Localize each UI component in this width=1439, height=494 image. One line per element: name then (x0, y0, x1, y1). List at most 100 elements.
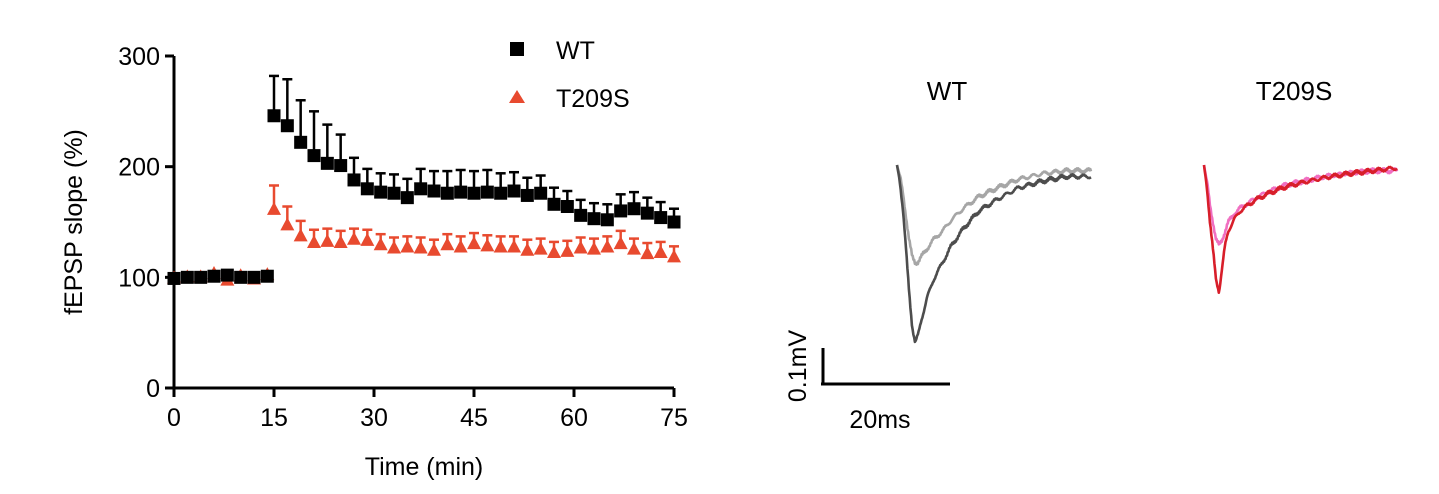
data-point (387, 186, 401, 200)
data-point (167, 271, 181, 285)
data-point (520, 188, 534, 202)
legend-marker-wt (510, 42, 524, 56)
scale-bar-y-label: 0.1mV (784, 330, 812, 403)
wt-traces-layer (895, 164, 1093, 344)
data-point (547, 197, 561, 211)
data-point (347, 231, 361, 245)
data-point (494, 186, 508, 200)
data-point (207, 269, 221, 283)
x-tick-label: 45 (460, 404, 488, 432)
scale-bar: 0.1mV 20ms (784, 330, 950, 434)
data-point (640, 246, 655, 260)
data-point (280, 217, 295, 231)
data-point (400, 191, 414, 205)
trace-t209s-post (1202, 164, 1398, 294)
data-point (307, 235, 321, 249)
x-axis: 0 15 30 45 60 75 (167, 386, 688, 432)
data-point (220, 268, 234, 282)
data-point (467, 186, 481, 200)
data-point (600, 239, 615, 253)
y-tick-label: 300 (118, 43, 160, 71)
data-point (467, 236, 481, 250)
data-point (194, 270, 208, 284)
t209s-traces-layer (1202, 164, 1399, 294)
y-ticks: 0 100 200 300 (118, 43, 174, 403)
data-point (293, 228, 308, 242)
series-t209s (167, 184, 681, 286)
t209s-traces-panel: T209S (1202, 76, 1399, 294)
y-tick-label: 100 (118, 264, 160, 292)
trace-t209s-baseline (1202, 164, 1399, 246)
data-point (533, 241, 548, 255)
data-point (520, 242, 535, 256)
data-point (374, 185, 388, 199)
trace-wt-baseline (895, 164, 1093, 266)
legend-label-t209s: T209S (556, 85, 630, 113)
data-point (320, 233, 335, 247)
x-axis-title: Time (min) (365, 453, 484, 481)
t209s-traces-title: T209S (1256, 76, 1333, 106)
data-point (267, 201, 281, 215)
data-point (400, 239, 415, 253)
data-point (180, 270, 194, 284)
data-point (480, 185, 494, 199)
data-point (600, 213, 614, 227)
series-layer (167, 74, 681, 286)
legend: WT T209S (509, 37, 630, 113)
data-point (587, 212, 601, 226)
data-point (507, 184, 521, 198)
data-point (294, 135, 308, 149)
data-point (260, 269, 274, 283)
data-point (627, 241, 641, 255)
x-tick-label: 15 (260, 404, 288, 432)
data-point (360, 182, 374, 196)
data-point (653, 244, 668, 258)
data-point (560, 200, 574, 214)
x-tick-label: 75 (660, 404, 688, 432)
data-point (493, 239, 508, 253)
data-point (247, 270, 261, 284)
data-point (440, 186, 454, 200)
wt-traces-panel: WT (895, 76, 1093, 344)
data-point (614, 204, 628, 218)
data-point (373, 237, 388, 251)
scale-bar-x-label: 20ms (849, 406, 910, 434)
data-point (587, 241, 601, 255)
data-point (560, 243, 575, 257)
data-point (507, 239, 521, 253)
data-point (480, 238, 495, 252)
data-point (640, 206, 654, 220)
data-point (627, 202, 641, 216)
data-point (427, 184, 441, 198)
data-point (333, 235, 348, 249)
data-point (574, 208, 588, 222)
fepsp-time-course-chart: 0 100 200 300 0 15 30 45 60 75 Time (min) fEPSP … (60, 37, 688, 481)
legend-marker-t209s (509, 90, 525, 103)
data-point (267, 109, 281, 123)
data-point (334, 159, 348, 173)
data-point (280, 119, 294, 133)
data-point (307, 149, 321, 163)
data-point (654, 211, 668, 225)
data-point (347, 173, 361, 187)
data-point (427, 242, 441, 256)
y-tick-label: 0 (146, 375, 160, 403)
data-point (613, 236, 628, 250)
data-point (454, 185, 468, 199)
data-point (573, 240, 588, 254)
y-axis: 0 100 200 300 (118, 43, 176, 403)
x-tick-label: 60 (560, 404, 588, 432)
data-point (387, 240, 401, 254)
wt-traces-title: WT (927, 76, 968, 106)
data-point (534, 186, 548, 200)
x-tick-label: 30 (360, 404, 388, 432)
data-point (360, 232, 375, 246)
data-point (667, 249, 681, 263)
data-point (667, 215, 681, 229)
data-point (453, 239, 468, 253)
legend-label-wt: WT (556, 37, 595, 65)
data-point (440, 237, 455, 251)
x-ticks: 0 15 30 45 60 75 (167, 388, 688, 432)
trace-wt-post (895, 164, 1092, 344)
